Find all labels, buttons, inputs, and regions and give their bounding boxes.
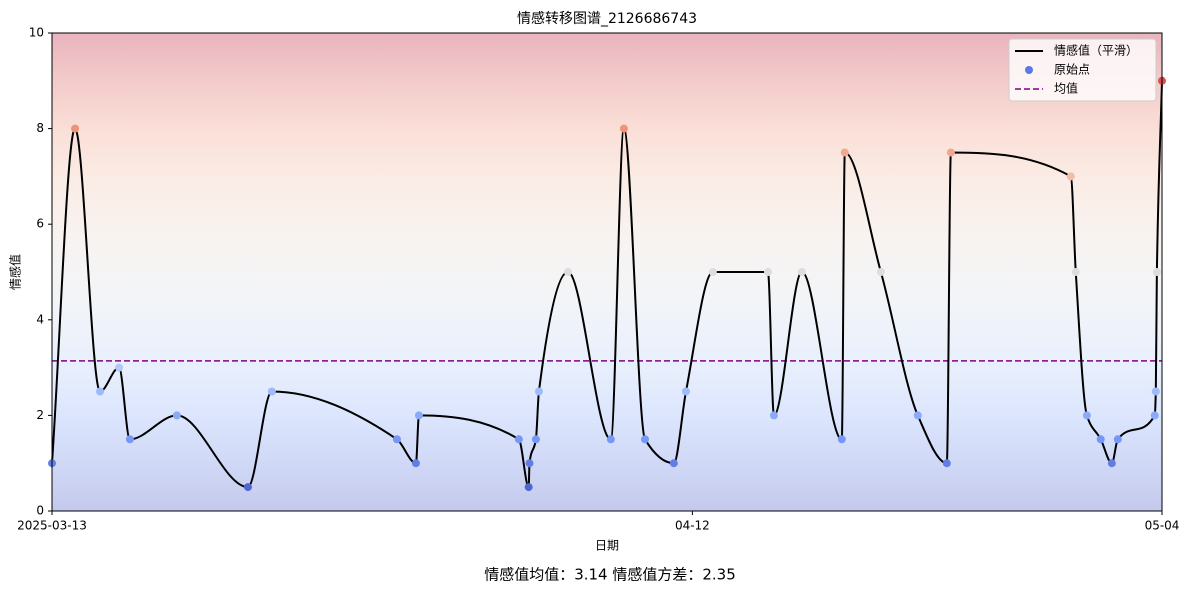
y-tick-label: 6 — [36, 217, 44, 231]
data-point — [1107, 459, 1116, 468]
data-point — [514, 435, 523, 444]
data-point — [946, 148, 955, 157]
data-point — [913, 411, 922, 420]
legend-label: 均值 — [1054, 81, 1078, 96]
data-point — [619, 124, 628, 133]
data-point — [797, 268, 806, 276]
data-point — [531, 435, 540, 444]
data-point — [524, 483, 533, 492]
y-axis-label: 情感值 — [8, 254, 23, 290]
legend-box — [1008, 38, 1157, 102]
data-point — [1113, 435, 1122, 444]
data-point — [414, 411, 423, 420]
legend-label: 情感值（平滑） — [1054, 43, 1138, 58]
legend-swatch — [1025, 66, 1033, 74]
data-point — [769, 411, 778, 420]
data-point — [837, 435, 846, 444]
y-tick-label: 0 — [36, 504, 44, 518]
data-point — [763, 268, 772, 276]
data-point — [411, 459, 420, 468]
data-point — [1150, 411, 1159, 420]
data-point — [606, 435, 615, 444]
data-point — [640, 435, 649, 444]
data-point — [1096, 435, 1105, 444]
chart-title: 情感转移图谱_2126686743 — [517, 10, 697, 27]
y-tick-label: 4 — [36, 312, 44, 326]
data-point — [1151, 387, 1160, 396]
smooth-line — [51, 80, 1163, 489]
data-point — [96, 387, 105, 396]
data-point — [669, 459, 678, 468]
x-tick-label: 2025-03-13 — [17, 519, 87, 533]
data-point — [115, 363, 124, 372]
data-point — [1082, 411, 1091, 420]
data-point — [392, 435, 401, 444]
data-point — [525, 459, 534, 468]
data-point — [942, 459, 951, 468]
data-point — [1071, 268, 1080, 276]
data-point — [840, 148, 849, 157]
data-point — [563, 268, 572, 276]
footer-stats: 情感值均值：3.14 情感值方差：2.35 — [484, 566, 736, 584]
data-point — [71, 124, 80, 133]
x-axis-label: 日期 — [595, 539, 619, 553]
data-point — [172, 411, 181, 420]
plot-frame — [51, 32, 1163, 512]
x-tick-label: 05-04 — [1145, 519, 1180, 533]
data-point — [1152, 268, 1161, 276]
data-point — [708, 268, 717, 276]
y-tick-label: 2 — [36, 408, 44, 422]
data-point — [876, 268, 885, 276]
data-point — [267, 387, 276, 396]
x-tick-label: 04-12 — [675, 519, 710, 533]
data-point — [125, 435, 134, 444]
legend-label: 原始点 — [1054, 63, 1090, 77]
y-tick-label: 8 — [36, 121, 44, 135]
y-tick-label: 10 — [29, 26, 44, 40]
data-point — [681, 387, 690, 396]
data-point — [243, 483, 252, 492]
data-point — [534, 387, 543, 396]
plot-background — [52, 33, 1162, 511]
data-point — [1066, 172, 1075, 181]
